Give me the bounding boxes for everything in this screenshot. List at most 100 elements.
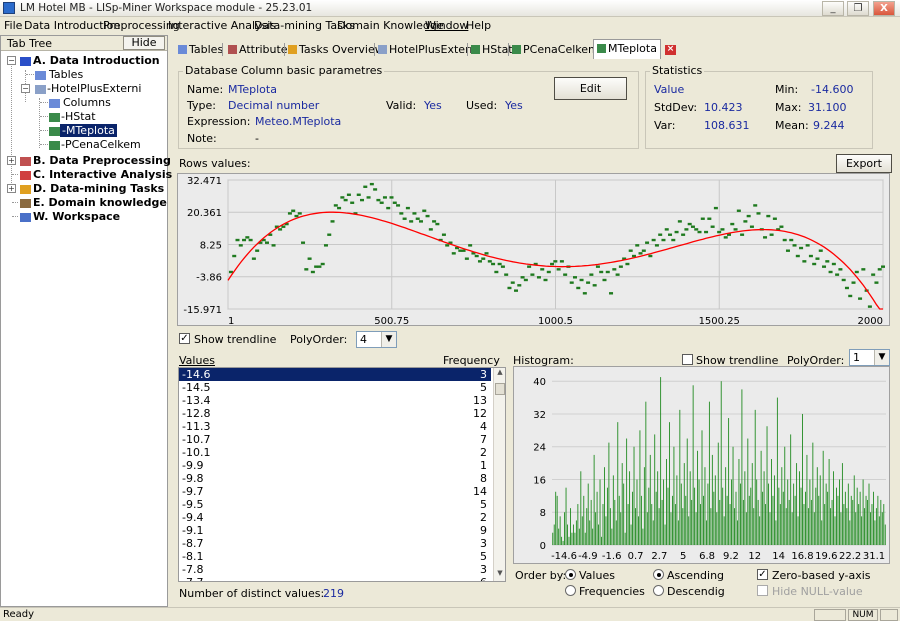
- tree-item-pcenacelkem[interactable]: -PCenaCelkem: [61, 138, 141, 151]
- list-item[interactable]: -12.8 12: [179, 407, 491, 420]
- list-item-frequency: 4: [480, 420, 487, 433]
- tab-mteplota[interactable]: MTeplota: [593, 39, 661, 59]
- scatter-point: [625, 262, 630, 266]
- chevron-down-icon: ▼: [381, 332, 396, 347]
- histogram-plot-area: [552, 373, 886, 545]
- list-item[interactable]: -9.5 5: [179, 498, 491, 511]
- menu-domain-knowledge[interactable]: Domain Knowledge: [337, 19, 444, 32]
- histogram-bar: [818, 495, 820, 545]
- menu-interactive-analysis[interactable]: Interactive Analysis: [168, 19, 277, 32]
- tree-item-hotelplusexterni[interactable]: -HotelPlusExterni: [47, 82, 142, 95]
- max-value: 31.100: [808, 101, 847, 114]
- descending-radio[interactable]: [653, 585, 664, 596]
- list-item[interactable]: -10.1 2: [179, 446, 491, 459]
- show-trendline-checkbox[interactable]: ✓: [179, 333, 190, 344]
- menu-window[interactable]: Window: [425, 19, 469, 32]
- list-item[interactable]: -9.1 9: [179, 524, 491, 537]
- polyorder-select[interactable]: 4 ▼: [356, 331, 397, 348]
- menu-preprocessing[interactable]: Preprocessing: [103, 19, 180, 32]
- edit-button[interactable]: Edit: [554, 77, 627, 100]
- list-item[interactable]: -8.7 3: [179, 537, 491, 550]
- frequency-header[interactable]: Frequency: [443, 354, 500, 367]
- list-item[interactable]: -7.7 6: [179, 576, 491, 581]
- tree-item-data-introduction[interactable]: A. Data Introduction: [33, 54, 160, 67]
- zero-based-checkbox[interactable]: ✓: [757, 569, 768, 580]
- list-item[interactable]: -11.3 4: [179, 420, 491, 433]
- scroll-up-icon[interactable]: ▲: [497, 368, 503, 376]
- scroll-thumb[interactable]: [495, 383, 505, 395]
- minimize-button[interactable]: _: [822, 1, 844, 16]
- tab-hotelplusexterni[interactable]: HotelPlusExterni: [375, 41, 482, 58]
- scatter-point: [248, 238, 253, 242]
- list-item[interactable]: -14.5 5: [179, 381, 491, 394]
- histogram-polyorder-select[interactable]: 1 ▼: [849, 349, 890, 366]
- tab-tasks-overview[interactable]: Tasks Overview: [285, 41, 387, 58]
- scatter-point: [540, 268, 545, 271]
- restore-button[interactable]: ❐: [847, 1, 869, 16]
- list-item-value: -12.8: [182, 407, 211, 420]
- scroll-down-icon[interactable]: ▼: [497, 569, 503, 577]
- list-item[interactable]: -13.4 13: [179, 394, 491, 407]
- list-item[interactable]: -9.7 14: [179, 485, 491, 498]
- list-item[interactable]: -9.9 1: [179, 459, 491, 472]
- list-item[interactable]: -10.7 7: [179, 433, 491, 446]
- histogram-bar: [590, 499, 592, 545]
- order-values-radio[interactable]: [565, 569, 576, 580]
- histogram-trendline-checkbox[interactable]: [682, 354, 693, 365]
- scatter-point: [323, 244, 328, 247]
- x-tick-label: -1.6: [602, 551, 622, 562]
- histogram-bar: [698, 479, 700, 545]
- menu-data-introduction[interactable]: Data Introduction: [24, 19, 121, 32]
- values-scrollbar[interactable]: ▲ ▼: [493, 368, 505, 581]
- tasks-icon: [288, 45, 297, 54]
- histogram-bar: [799, 471, 800, 545]
- tree-item-hstat[interactable]: -HStat: [61, 110, 96, 123]
- list-item[interactable]: -9.8 8: [179, 472, 491, 485]
- histogram-bar: [787, 479, 789, 545]
- expand-d-icon[interactable]: +: [7, 184, 16, 193]
- tab-tables[interactable]: Tables: [175, 41, 226, 58]
- order-frequencies-radio[interactable]: [565, 585, 576, 596]
- list-item[interactable]: -14.6 3: [179, 368, 491, 381]
- close-tab-icon[interactable]: ×: [665, 44, 676, 55]
- list-item[interactable]: -8.1 5: [179, 550, 491, 563]
- collapse-table-icon[interactable]: −: [21, 84, 30, 93]
- scatter-point: [425, 214, 430, 218]
- list-item[interactable]: -7.8 3: [179, 563, 491, 576]
- list-item[interactable]: -9.4 2: [179, 511, 491, 524]
- status-panel-end: [880, 609, 898, 621]
- distinct-values-label: Number of distinct values:: [179, 587, 325, 600]
- histogram-bar: [612, 475, 614, 545]
- tree-item-domain-knowledge[interactable]: E. Domain knowledge: [33, 196, 167, 209]
- tree-item-columns[interactable]: Columns: [63, 96, 111, 109]
- export-button[interactable]: Export: [836, 154, 892, 173]
- hide-button[interactable]: Hide: [123, 36, 165, 50]
- list-item-frequency: 8: [480, 472, 487, 485]
- scatter-point: [310, 270, 315, 274]
- collapse-a-icon[interactable]: −: [7, 56, 16, 65]
- tree-item-tables[interactable]: Tables: [49, 68, 84, 81]
- scatter-point: [533, 262, 538, 266]
- tree-item-data-preprocessing[interactable]: B. Data Preprocessing: [33, 154, 171, 167]
- tree-item-interactive-analysis[interactable]: C. Interactive Analysis: [33, 168, 173, 181]
- expand-b-icon[interactable]: +: [7, 156, 16, 165]
- values-list[interactable]: -14.6 3 -14.5 5 -13.4 13 -12.8 12 -11.3 4 -10.7 7 -1…: [178, 367, 506, 582]
- tab-attributes[interactable]: Attributes: [225, 41, 296, 58]
- values-header[interactable]: Values: [179, 354, 215, 367]
- menu-help[interactable]: Help: [466, 19, 492, 32]
- menu-file[interactable]: File: [4, 19, 23, 32]
- histogram-bar: [830, 508, 832, 545]
- histogram-bar: [849, 520, 851, 545]
- histogram-bar: [707, 483, 709, 545]
- tab-pcenacelkem[interactable]: PCenaCelkem: [509, 41, 602, 58]
- tree-item-mteplota[interactable]: -MTeplota: [60, 124, 117, 137]
- histogram-bar: [618, 495, 620, 545]
- close-window-button[interactable]: X: [873, 1, 895, 16]
- menu-data-mining-tasks[interactable]: Data-mining Tasks: [254, 19, 355, 32]
- tree-item-data-mining-tasks[interactable]: D. Data-mining Tasks: [33, 182, 165, 195]
- ascending-radio[interactable]: [653, 569, 664, 580]
- hide-null-checkbox[interactable]: [757, 585, 768, 596]
- tree-item-workspace[interactable]: W. Workspace: [33, 210, 121, 223]
- tab-hstat[interactable]: HStat: [468, 41, 516, 58]
- tab-tree-title: Tab Tree: [7, 37, 53, 50]
